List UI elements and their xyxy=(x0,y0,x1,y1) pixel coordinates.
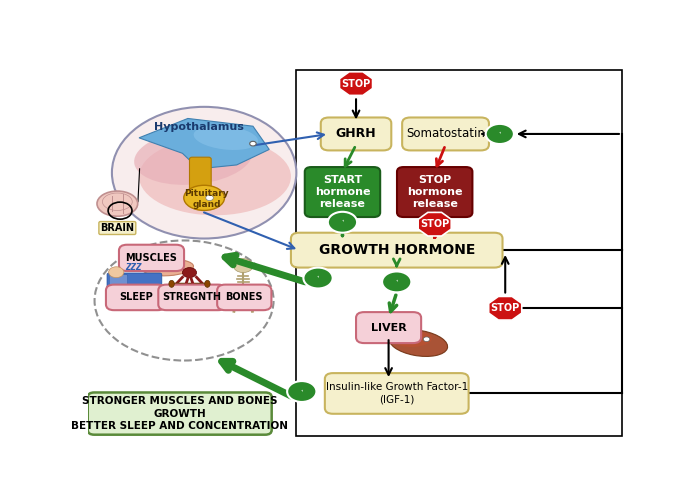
Circle shape xyxy=(108,267,124,278)
Circle shape xyxy=(183,268,197,278)
Ellipse shape xyxy=(237,286,250,290)
FancyBboxPatch shape xyxy=(321,118,391,150)
Ellipse shape xyxy=(389,330,447,357)
Ellipse shape xyxy=(148,261,177,272)
FancyBboxPatch shape xyxy=(304,167,380,217)
Circle shape xyxy=(328,212,357,233)
Circle shape xyxy=(382,272,412,292)
Circle shape xyxy=(287,381,316,402)
Circle shape xyxy=(233,259,253,273)
FancyBboxPatch shape xyxy=(119,245,184,271)
Text: STOP
hormone
release: STOP hormone release xyxy=(407,175,463,209)
Text: STOP: STOP xyxy=(342,78,371,89)
Text: STRONGER MUSCLES AND BONES
GROWTH
BETTER SLEEP AND CONCENTRATION: STRONGER MUSCLES AND BONES GROWTH BETTER… xyxy=(71,396,288,431)
Text: STREGNTH: STREGNTH xyxy=(162,292,222,302)
Text: +: + xyxy=(301,389,303,393)
Ellipse shape xyxy=(184,185,225,210)
Text: BRAIN: BRAIN xyxy=(100,223,134,233)
Circle shape xyxy=(424,337,430,342)
Text: +: + xyxy=(498,131,501,135)
Ellipse shape xyxy=(142,260,193,276)
Circle shape xyxy=(112,107,296,238)
Ellipse shape xyxy=(204,280,210,287)
Text: GHRH: GHRH xyxy=(336,127,377,140)
Text: +: + xyxy=(317,275,319,279)
Polygon shape xyxy=(418,212,452,236)
Text: ZZZ: ZZZ xyxy=(125,263,142,272)
Ellipse shape xyxy=(169,280,174,287)
FancyBboxPatch shape xyxy=(402,118,489,150)
Text: Pituitary
gland: Pituitary gland xyxy=(185,189,229,209)
Polygon shape xyxy=(139,119,270,169)
Text: Hypothalamus: Hypothalamus xyxy=(154,122,244,132)
Text: MUSCLES: MUSCLES xyxy=(125,253,178,263)
Ellipse shape xyxy=(134,129,253,185)
FancyBboxPatch shape xyxy=(109,275,127,285)
FancyBboxPatch shape xyxy=(88,392,272,435)
Ellipse shape xyxy=(194,126,258,150)
Text: STOP: STOP xyxy=(420,219,449,229)
Text: SLEEP: SLEEP xyxy=(119,292,153,302)
Ellipse shape xyxy=(394,331,432,347)
Ellipse shape xyxy=(139,138,291,215)
Text: BONES: BONES xyxy=(225,292,263,302)
Text: START
hormone
release: START hormone release xyxy=(315,175,370,209)
FancyBboxPatch shape xyxy=(107,273,162,292)
Circle shape xyxy=(206,195,214,201)
FancyBboxPatch shape xyxy=(397,167,473,217)
FancyBboxPatch shape xyxy=(217,285,272,310)
FancyBboxPatch shape xyxy=(106,285,166,310)
FancyBboxPatch shape xyxy=(158,285,226,310)
Circle shape xyxy=(303,268,332,289)
Polygon shape xyxy=(489,296,522,320)
Circle shape xyxy=(250,141,256,146)
Text: Insulin-like Growth Factor-1
(IGF-1): Insulin-like Growth Factor-1 (IGF-1) xyxy=(326,382,468,404)
Text: LIVER: LIVER xyxy=(371,322,407,332)
Text: GROWTH HORMONE: GROWTH HORMONE xyxy=(318,243,475,257)
Circle shape xyxy=(486,124,514,144)
Text: +: + xyxy=(395,279,398,283)
FancyBboxPatch shape xyxy=(190,157,211,192)
Polygon shape xyxy=(340,72,372,96)
Text: STOP: STOP xyxy=(491,303,520,313)
Text: Somatostatin: Somatostatin xyxy=(406,127,485,140)
FancyBboxPatch shape xyxy=(291,233,503,268)
FancyBboxPatch shape xyxy=(356,312,421,343)
Text: +: + xyxy=(342,219,344,223)
Ellipse shape xyxy=(97,191,138,216)
FancyBboxPatch shape xyxy=(325,373,468,414)
